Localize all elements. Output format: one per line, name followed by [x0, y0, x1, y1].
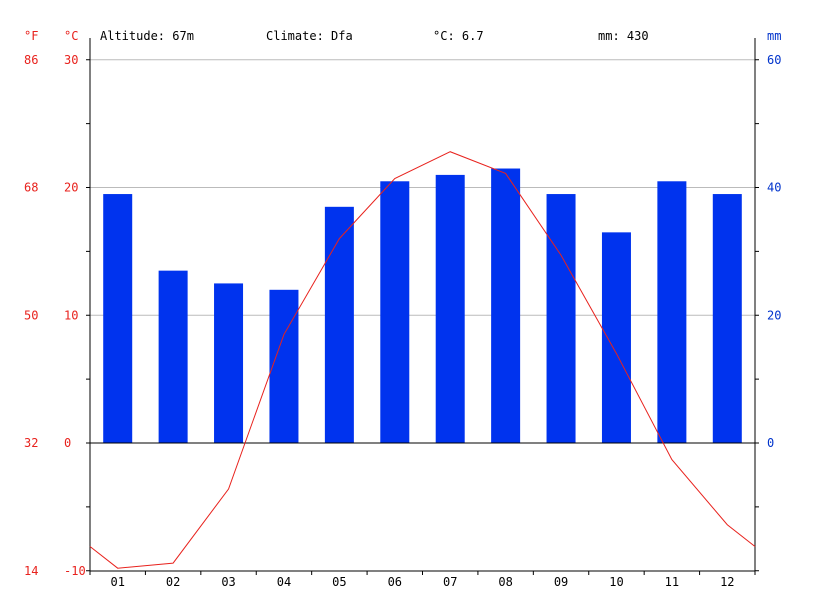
fahrenheit-tick-label: 86	[24, 53, 38, 67]
mm-tick-label: 60	[767, 53, 781, 67]
mm-tick-label: 20	[767, 308, 781, 322]
climate-label: Climate: Dfa	[266, 29, 353, 43]
precip-bar	[103, 194, 133, 443]
precip-bar	[491, 168, 521, 443]
month-label: 01	[110, 575, 124, 589]
fahrenheit-tick-label: 32	[24, 436, 38, 450]
celsius-tick-label: 0	[64, 436, 71, 450]
precip-bar	[158, 270, 188, 443]
fahrenheit-unit-label: °F	[24, 29, 38, 43]
precip-bar	[435, 174, 465, 443]
month-label: 10	[609, 575, 623, 589]
mm-tick-label: 0	[767, 436, 774, 450]
precip-bar	[601, 232, 631, 443]
precip-bar	[214, 283, 244, 443]
month-label: 11	[665, 575, 679, 589]
temperature-line	[89, 151, 756, 569]
month-label: 12	[720, 575, 734, 589]
avg-temp-label: °C: 6.7	[433, 29, 484, 43]
month-label: 08	[498, 575, 512, 589]
celsius-unit-label: °C	[64, 29, 78, 43]
precip-bar	[324, 206, 354, 443]
month-label: 03	[221, 575, 235, 589]
month-label: 02	[166, 575, 180, 589]
precip-bar	[380, 181, 410, 444]
month-label: 09	[554, 575, 568, 589]
celsius-tick-label: 30	[64, 53, 78, 67]
celsius-tick-label: -10	[64, 564, 86, 578]
celsius-tick-label: 10	[64, 308, 78, 322]
celsius-tick-label: 20	[64, 181, 78, 195]
fahrenheit-tick-label: 68	[24, 181, 38, 195]
mm-tick-label: 40	[767, 181, 781, 195]
fahrenheit-tick-label: 50	[24, 308, 38, 322]
month-label: 06	[388, 575, 402, 589]
month-label: 04	[277, 575, 291, 589]
precip-bar	[712, 194, 742, 443]
month-label: 07	[443, 575, 457, 589]
altitude-label: Altitude: 67m	[100, 29, 194, 43]
precip-bar	[269, 289, 299, 443]
precip-bar	[657, 181, 687, 444]
mm-unit-label: mm	[767, 29, 781, 43]
month-label: 05	[332, 575, 346, 589]
total-precip-label: mm: 430	[598, 29, 649, 43]
fahrenheit-tick-label: 14	[24, 564, 38, 578]
precip-bar	[546, 194, 576, 443]
